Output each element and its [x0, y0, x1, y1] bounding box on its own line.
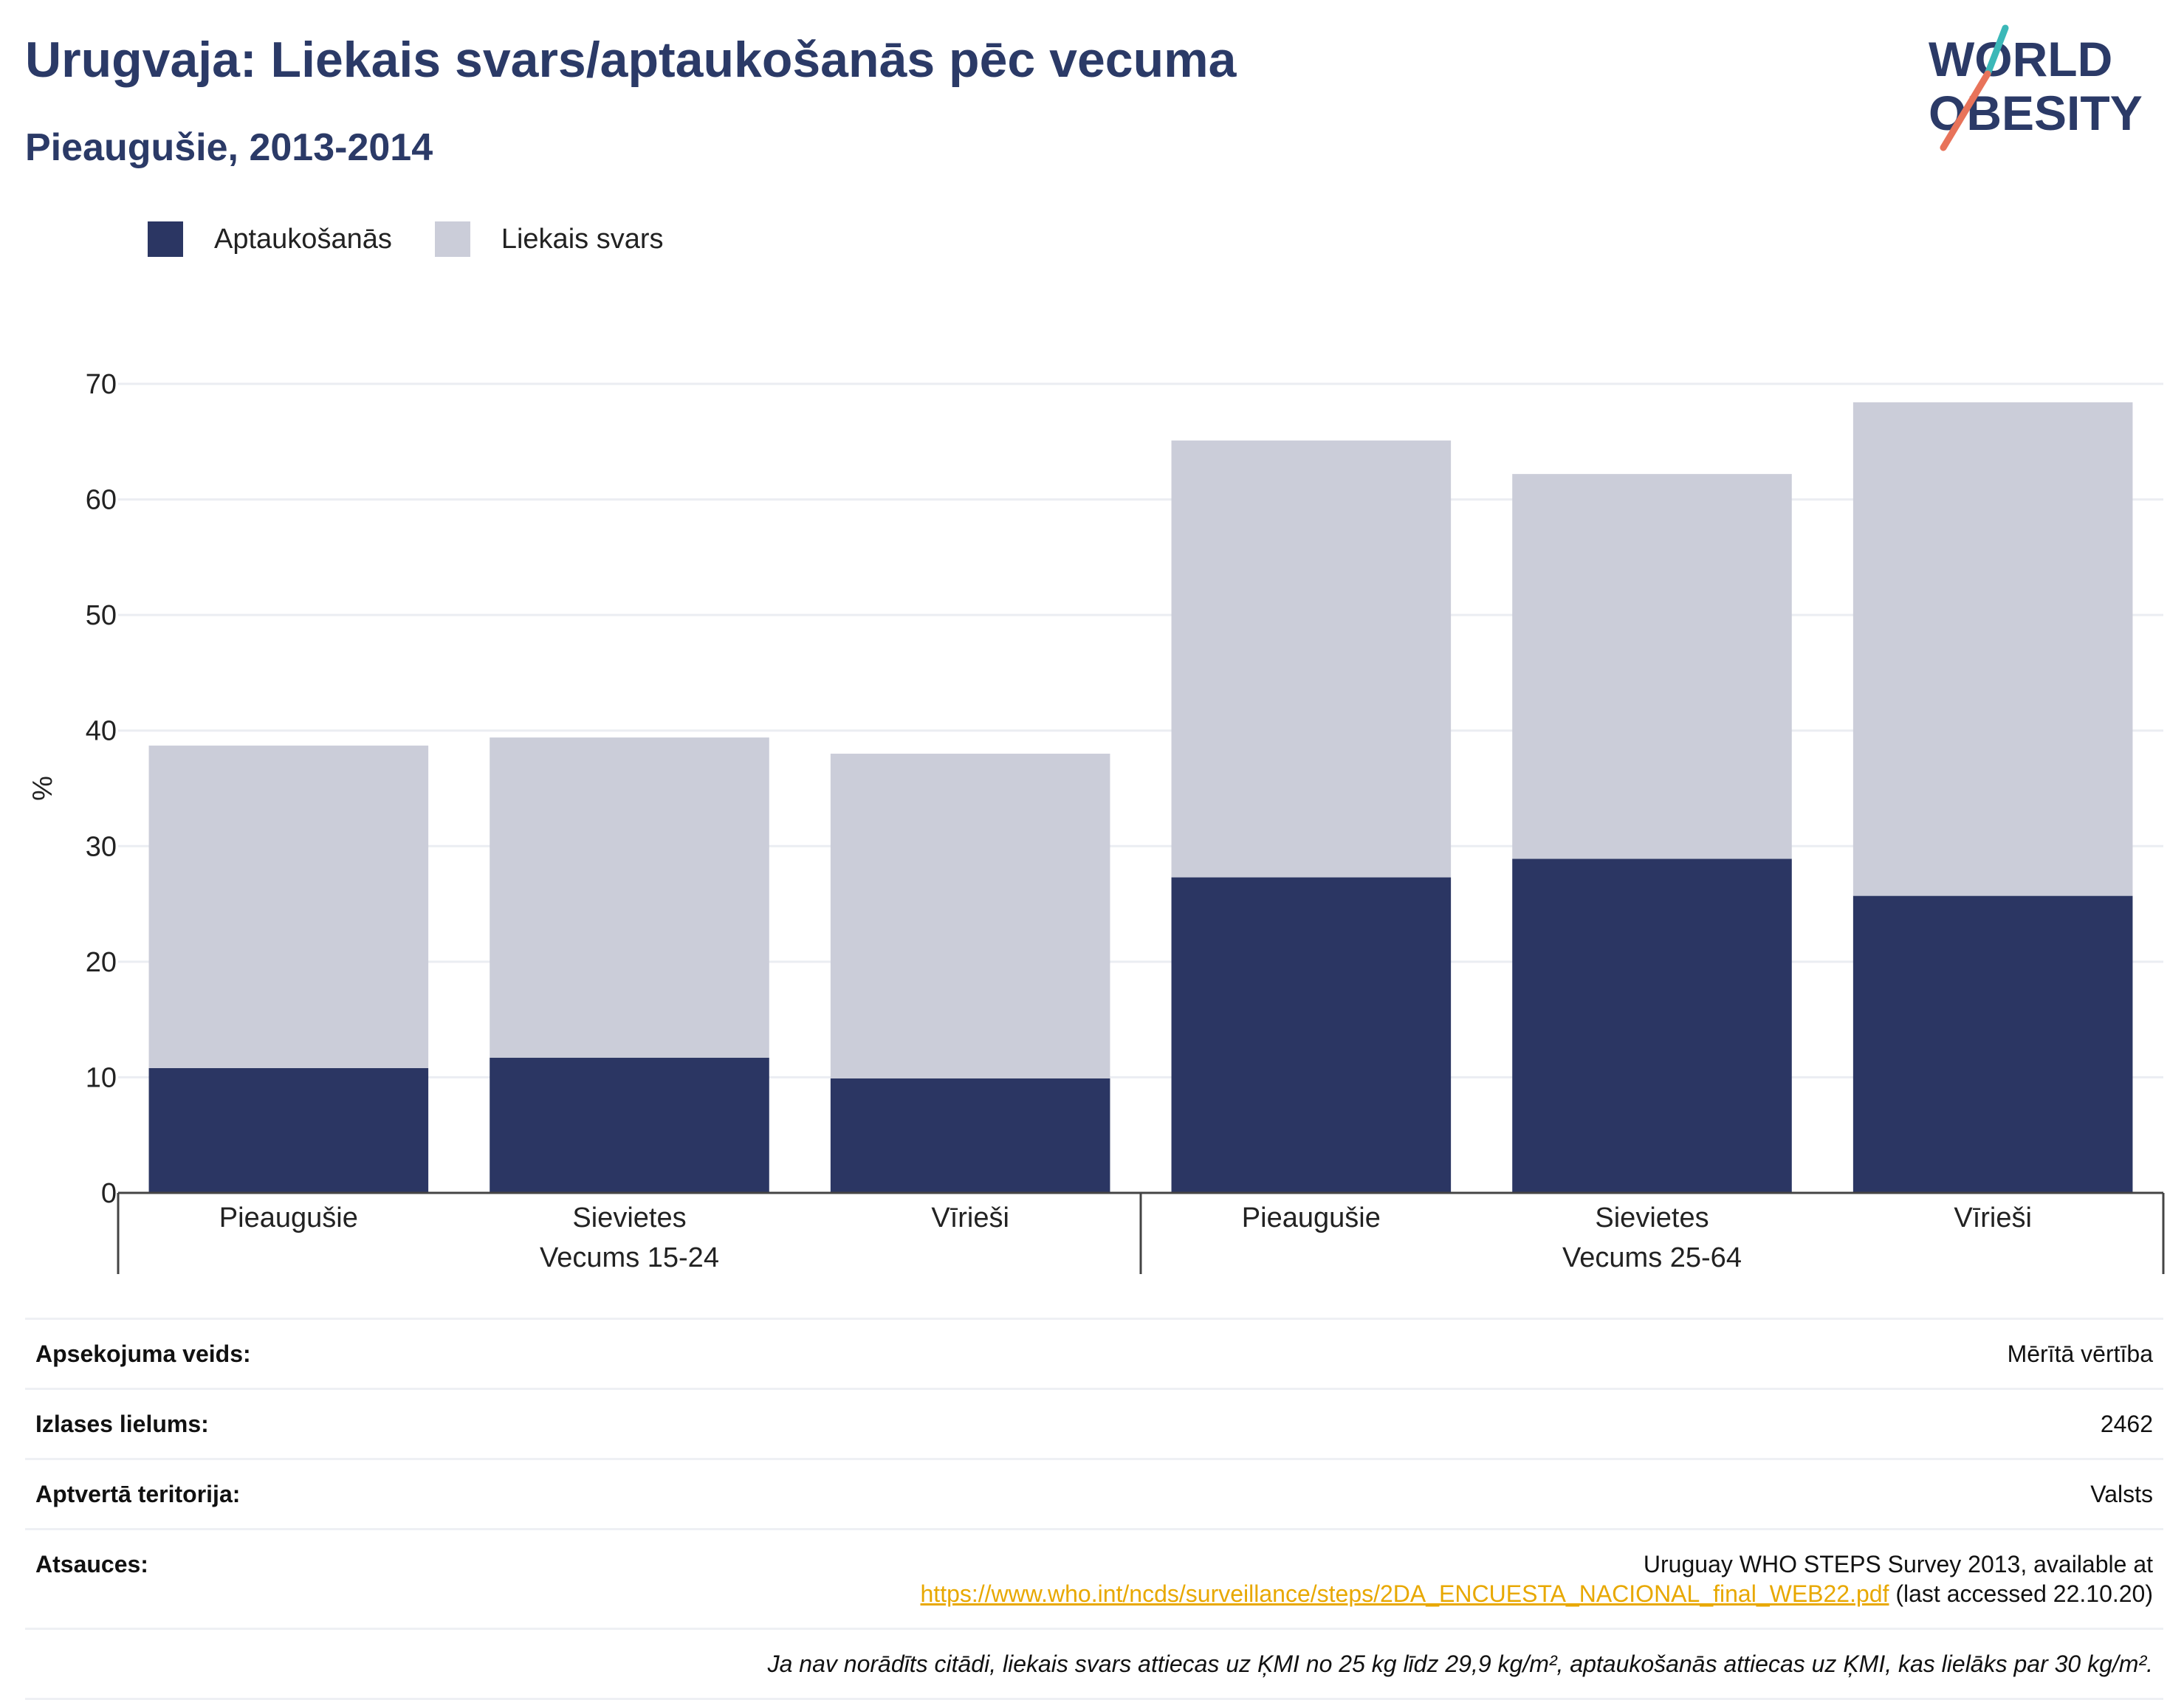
logo-line1: WORLD: [1929, 32, 2112, 86]
source-text: Uruguay WHO STEPS Survey 2013, available…: [1643, 1551, 2153, 1577]
group-label: Vecums 15-24: [540, 1242, 719, 1273]
meta-label: Atsauces:: [35, 1551, 148, 1577]
source-accessed: (last accessed 22.10.20): [1889, 1580, 2153, 1607]
x-tick-label: Pieaugušie: [1242, 1202, 1381, 1233]
group-label: Vecums 25-64: [1562, 1242, 1742, 1273]
logo-slash-coral: [1940, 70, 1991, 151]
y-tick-label: 60: [86, 485, 117, 516]
legend-swatch-obesity: [148, 221, 183, 257]
bar-overweight: [1852, 402, 2133, 896]
y-tick-label: 10: [86, 1062, 117, 1093]
x-tick-label: Vīrieši: [931, 1202, 1009, 1233]
legend-item-overweight[interactable]: Liekais svars: [434, 221, 664, 257]
legend-label-obesity: Aptaukošanās: [214, 223, 392, 255]
chart-legend: Aptaukošanās Liekais svars: [148, 221, 706, 257]
y-tick-label: 70: [86, 369, 117, 400]
stacked-bar-chart: 0 10 20 30 40 50 60 70% Pieaugušie Sievietes Vīrie…: [27, 369, 2165, 1274]
legend-label-overweight: Liekais svars: [501, 223, 664, 255]
meta-row-survey-type: Apsekojuma veids: Mērītā vērtība: [25, 1320, 2163, 1390]
world-obesity-logo: WORLD OBESITY: [1920, 21, 2171, 157]
bar-overweight: [490, 737, 769, 1058]
bar-overweight: [830, 754, 1110, 1078]
source-link[interactable]: https://www.who.int/ncds/surveillance/st…: [920, 1580, 1889, 1607]
legend-item-obesity[interactable]: Aptaukošanās: [148, 221, 392, 257]
x-tick-label: Vīrieši: [1954, 1202, 2032, 1233]
sources-value: Uruguay WHO STEPS Survey 2013, available…: [921, 1549, 2154, 1608]
x-tick-label: Sievietes: [572, 1202, 686, 1233]
y-tick-label: 50: [86, 600, 117, 631]
y-tick-label: 20: [86, 947, 117, 978]
y-tick-label: 40: [86, 716, 117, 747]
meta-row-coverage: Aptvertā teritorija: Valsts: [25, 1460, 2163, 1530]
legend-swatch-overweight: [434, 221, 470, 257]
meta-label: Apsekojuma veids:: [35, 1341, 251, 1367]
meta-row-note: Ja nav norādīts citādi, liekais svars at…: [25, 1630, 2163, 1700]
meta-row-sample-size: Izlases lielums: 2462: [25, 1390, 2163, 1460]
chart-title: Urugvaja: Liekais svars/aptaukošanās pēc…: [25, 32, 1237, 88]
meta-row-sources: Atsauces: Uruguay WHO STEPS Survey 2013,…: [25, 1530, 2163, 1630]
chart-subtitle: Pieaugušie, 2013-2014: [25, 126, 433, 169]
y-tick-label: 0: [101, 1178, 117, 1209]
meta-value: Mērītā vērtība: [2007, 1341, 2153, 1367]
y-tick-label: 30: [86, 831, 117, 862]
bar-obesity: [148, 1067, 429, 1193]
bar-overweight: [148, 746, 429, 1068]
bar-obesity: [830, 1078, 1110, 1193]
bar-overweight: [1171, 440, 1452, 878]
y-axis-title: %: [27, 776, 58, 801]
metadata-table: Apsekojuma veids: Mērītā vērtība Izlases…: [25, 1318, 2163, 1700]
definition-note: Ja nav norādīts citādi, liekais svars at…: [767, 1651, 2153, 1677]
meta-label: Izlases lielums:: [35, 1411, 209, 1437]
bar-overweight: [1512, 474, 1792, 859]
meta-value: 2462: [2100, 1411, 2153, 1437]
x-tick-label: Sievietes: [1595, 1202, 1709, 1233]
meta-label: Aptvertā teritorija:: [35, 1481, 241, 1507]
bar-obesity: [1512, 858, 1792, 1193]
logo-slash-teal: [1984, 24, 2009, 78]
bar-obesity: [1171, 877, 1452, 1193]
bar-obesity: [490, 1057, 769, 1193]
x-tick-label: Pieaugušie: [219, 1202, 358, 1233]
meta-value: Valsts: [2090, 1481, 2153, 1507]
bar-obesity: [1852, 895, 2133, 1193]
